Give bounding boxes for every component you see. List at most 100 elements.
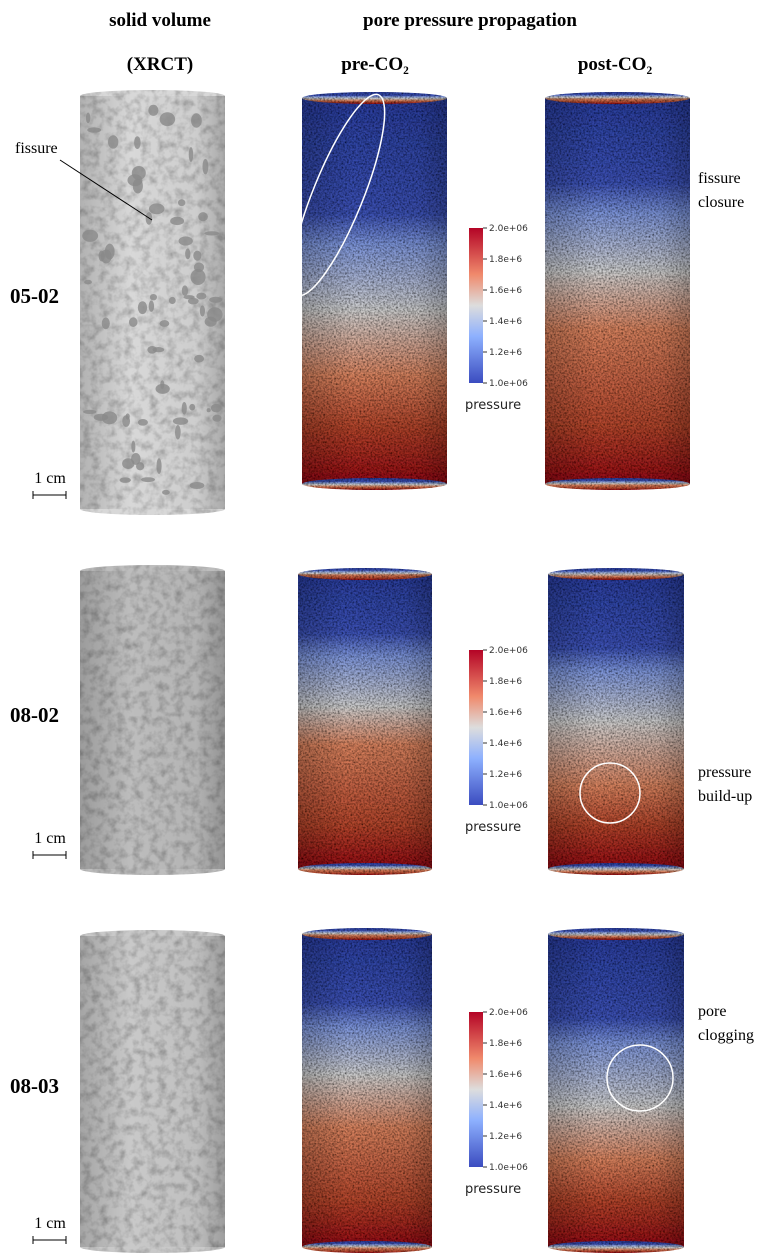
pore	[99, 250, 105, 261]
colorbar	[469, 228, 483, 383]
annotation: clogging	[698, 1027, 754, 1044]
colorbar-label: 2.0e+06	[489, 646, 528, 656]
pore	[209, 297, 222, 303]
pore	[194, 355, 204, 363]
pore	[182, 285, 188, 296]
pore	[152, 347, 164, 352]
pore	[207, 307, 222, 322]
pore	[87, 127, 101, 132]
pore	[190, 482, 205, 489]
pore	[148, 105, 158, 116]
header: pore pressure propagation	[363, 10, 577, 31]
scale-label: 1 cm	[34, 470, 66, 487]
colorbar-label: 1.6e+6	[489, 286, 522, 296]
pore	[212, 415, 221, 422]
colorbar-label: 2.0e+06	[489, 224, 528, 234]
pore	[108, 135, 118, 148]
annotation: pressure	[698, 764, 751, 781]
pore	[185, 248, 190, 259]
pressure-post-shade	[545, 98, 690, 484]
pore	[122, 415, 130, 427]
pore	[150, 294, 157, 300]
pore	[134, 136, 141, 149]
colorbar-label: 1.8e+6	[489, 1039, 522, 1049]
pore	[190, 269, 205, 285]
pore	[179, 236, 193, 245]
colorbar-label: 1.2e+6	[489, 1132, 522, 1142]
pore	[191, 113, 202, 127]
pore	[129, 317, 138, 327]
pore	[131, 441, 135, 453]
header: post-CO₂	[578, 54, 653, 75]
pore	[127, 174, 142, 186]
pore	[169, 297, 176, 304]
colorbar-label: 1.6e+6	[489, 1070, 522, 1080]
colorbar-label: 1.8e+6	[489, 255, 522, 265]
pore	[83, 410, 96, 414]
colorbar-label: 1.2e+6	[489, 770, 522, 780]
colorbar-label: 2.0e+06	[489, 1008, 528, 1018]
pore	[84, 280, 92, 285]
annotation: pore	[698, 1003, 726, 1020]
annotation: closure	[698, 194, 744, 211]
pore	[120, 477, 131, 482]
pore	[160, 320, 170, 327]
header: (XRCT)	[127, 54, 194, 75]
pore	[207, 408, 211, 412]
row: 08-031 cm2.0e+061.8e+61.6e+61.4e+61.2e+6…	[10, 928, 754, 1253]
row: 08-021 cm2.0e+061.8e+61.6e+61.4e+61.2e+6…	[10, 565, 752, 875]
pore	[211, 404, 222, 412]
colorbar	[469, 650, 483, 805]
pore	[173, 417, 188, 424]
header: solid volume	[109, 10, 211, 31]
pore	[200, 305, 205, 316]
colorbar-label: 1.4e+6	[489, 317, 522, 327]
colorbar-label: 1.6e+6	[489, 708, 522, 718]
pore	[204, 231, 219, 235]
annotation: build-up	[698, 788, 752, 805]
colorbar-title: pressure	[465, 1182, 521, 1197]
pore	[198, 212, 208, 221]
xrct-volume-shade	[80, 936, 225, 1247]
colorbar-label: 1.0e+06	[489, 801, 528, 811]
figure: solid volume pore pressure propagation (…	[0, 0, 766, 1253]
row: 05-02 1 cm 2.0e+06 1.8e+6 1.6e+6 1.4e+6 1.2e+6…	[10, 85, 744, 515]
colorbar-label: 1.2e+6	[489, 348, 522, 358]
pore	[94, 414, 108, 421]
pore	[189, 404, 195, 411]
header: pre-CO₂	[341, 54, 409, 75]
pore	[86, 113, 90, 124]
colorbar-label: 1.0e+06	[489, 1163, 528, 1173]
colorbar-title: pressure	[465, 398, 521, 413]
pressure-pre-shade	[302, 934, 432, 1247]
scale-label: 1 cm	[34, 1215, 66, 1232]
pore	[105, 244, 115, 260]
pressure-pre-shade	[298, 574, 432, 869]
sample-label: 08-02	[10, 703, 59, 727]
pore	[149, 203, 165, 214]
pore	[202, 159, 208, 175]
colorbar-label: 1.0e+06	[489, 379, 528, 389]
pressure-pre-shade	[302, 98, 447, 484]
pore	[141, 477, 155, 482]
sample-label: 05-02	[10, 284, 59, 308]
pore	[160, 112, 175, 126]
pore	[82, 230, 98, 242]
pore	[189, 147, 193, 162]
pore	[156, 384, 170, 394]
pore	[138, 301, 147, 314]
pore	[196, 293, 206, 300]
pore	[170, 217, 184, 225]
pressure-post-shade	[548, 574, 684, 869]
pore	[178, 199, 185, 206]
xrct-volume-shade	[80, 571, 225, 869]
pore	[162, 490, 170, 495]
scale-label: 1 cm	[34, 830, 66, 847]
pressure-post-shade	[548, 934, 684, 1247]
annotation: fissure	[15, 140, 58, 157]
pore	[156, 458, 161, 474]
colorbar-label: 1.8e+6	[489, 677, 522, 687]
pore	[182, 402, 187, 415]
sample-label: 08-03	[10, 1074, 59, 1098]
colorbar	[469, 1012, 483, 1167]
